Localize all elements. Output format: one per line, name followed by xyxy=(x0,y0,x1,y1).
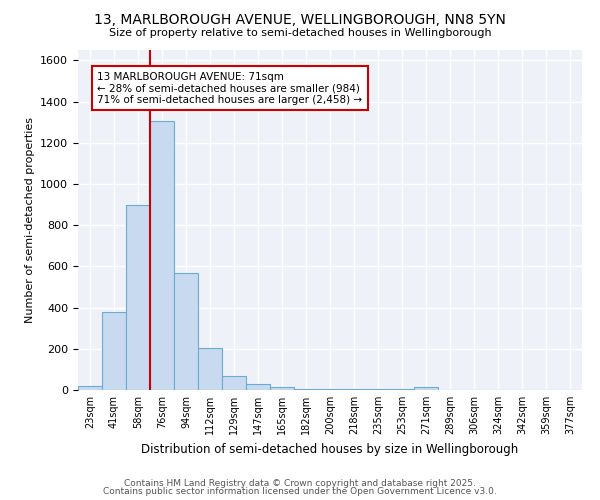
Y-axis label: Number of semi-detached properties: Number of semi-detached properties xyxy=(25,117,35,323)
Bar xyxy=(294,389,318,390)
Text: Contains HM Land Registry data © Crown copyright and database right 2025.: Contains HM Land Registry data © Crown c… xyxy=(124,478,476,488)
Bar xyxy=(174,272,198,390)
Bar xyxy=(102,312,126,390)
Bar xyxy=(126,204,150,390)
Bar xyxy=(246,384,270,390)
Text: Contains public sector information licensed under the Open Government Licence v3: Contains public sector information licen… xyxy=(103,487,497,496)
Bar xyxy=(414,387,438,390)
Bar xyxy=(78,386,102,390)
Bar xyxy=(198,348,222,390)
Text: 13, MARLBOROUGH AVENUE, WELLINGBOROUGH, NN8 5YN: 13, MARLBOROUGH AVENUE, WELLINGBOROUGH, … xyxy=(94,12,506,26)
Bar xyxy=(222,376,246,390)
Text: 13 MARLBOROUGH AVENUE: 71sqm
← 28% of semi-detached houses are smaller (984)
71%: 13 MARLBOROUGH AVENUE: 71sqm ← 28% of se… xyxy=(97,72,362,105)
Bar xyxy=(150,121,174,390)
Text: Size of property relative to semi-detached houses in Wellingborough: Size of property relative to semi-detach… xyxy=(109,28,491,38)
X-axis label: Distribution of semi-detached houses by size in Wellingborough: Distribution of semi-detached houses by … xyxy=(142,442,518,456)
Bar xyxy=(270,387,294,390)
